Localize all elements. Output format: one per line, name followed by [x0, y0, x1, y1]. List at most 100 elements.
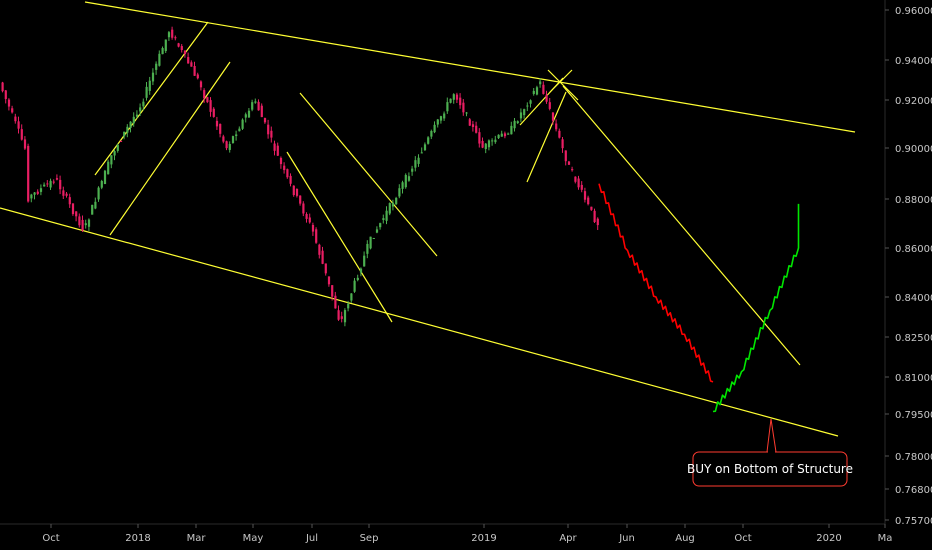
candle-body	[535, 87, 539, 95]
candle-body	[574, 176, 577, 182]
candle-body	[43, 184, 46, 187]
candle-body	[135, 114, 139, 117]
candle-body	[116, 144, 119, 151]
candle-body	[299, 195, 302, 204]
candle-body	[321, 250, 324, 264]
candle-body	[359, 268, 363, 273]
candle-body	[84, 223, 87, 226]
candle-body	[439, 116, 443, 121]
candle-body	[436, 119, 439, 125]
candle-body	[411, 168, 414, 172]
candle-body	[78, 216, 81, 226]
candle-body	[558, 130, 561, 138]
candle-body	[548, 102, 551, 109]
candle-body	[11, 108, 14, 113]
candle-body	[523, 109, 526, 116]
candle-body	[94, 201, 97, 209]
candle-body	[75, 211, 78, 217]
candle-body	[161, 48, 164, 55]
candle-body	[315, 229, 318, 243]
candle-body	[247, 110, 251, 118]
candle-body	[401, 182, 404, 189]
candle-body	[260, 105, 263, 118]
candle-body	[4, 90, 7, 100]
candle-body	[126, 126, 129, 133]
candle-body	[497, 134, 500, 139]
candle-body	[545, 94, 548, 102]
candle-body	[375, 229, 379, 233]
candle-body	[276, 145, 279, 156]
candle-body	[462, 102, 465, 113]
candle-body	[289, 175, 292, 184]
candle-body	[81, 219, 84, 231]
candle-body	[7, 99, 11, 107]
candle-body	[267, 124, 270, 135]
candle-body	[593, 210, 596, 223]
candle-body	[503, 133, 507, 137]
candle-body	[500, 133, 503, 137]
candle-body	[71, 203, 75, 215]
candle-body	[148, 80, 151, 91]
candle-body	[302, 203, 305, 214]
candle-body	[571, 169, 574, 171]
candle-body	[407, 176, 411, 181]
time-tick-label: Aug	[675, 533, 695, 544]
candle-body	[369, 236, 372, 249]
candle-body	[113, 151, 116, 156]
candle-body	[17, 121, 20, 129]
candle-body	[110, 155, 113, 165]
candle-body	[561, 139, 564, 149]
candle-body	[174, 37, 177, 39]
candle-body	[212, 108, 215, 117]
candle-body	[417, 157, 420, 164]
candle-body	[532, 90, 535, 94]
candle-body	[20, 129, 23, 140]
candle-body	[254, 101, 257, 103]
projection-down-line	[598, 183, 714, 383]
candle-body	[327, 276, 331, 285]
candle-body	[481, 140, 484, 148]
candle-body	[580, 184, 583, 190]
candle-body	[491, 140, 494, 142]
candle-body	[151, 72, 155, 82]
candle-body	[587, 197, 590, 205]
candle-body	[206, 97, 209, 103]
candle-body	[27, 145, 30, 202]
buy-callout: BUY on Bottom of Structure	[687, 418, 853, 487]
candle-body	[519, 112, 523, 119]
candle-body	[46, 183, 49, 185]
candle-body	[382, 218, 385, 221]
candle-body	[167, 32, 171, 38]
candle-body	[177, 43, 180, 47]
candle-body	[423, 144, 427, 151]
time-tick-label: Jul	[305, 533, 318, 544]
candle-body	[542, 84, 545, 94]
candle-body	[235, 134, 238, 137]
candle-body	[455, 94, 459, 100]
candle-body	[564, 150, 567, 162]
trendlines	[0, 1, 856, 437]
candle-body	[308, 217, 311, 223]
candle-body	[145, 86, 148, 98]
candle-body	[318, 244, 321, 255]
candle-body	[372, 238, 375, 240]
candle-body	[190, 62, 193, 67]
time-tick-label: May	[243, 533, 264, 544]
callout-text: BUY on Bottom of Structure	[687, 462, 853, 476]
candle-body	[52, 181, 55, 183]
candle-body	[279, 157, 283, 165]
candle-body	[183, 50, 187, 55]
candle-body	[142, 101, 145, 107]
candle-body	[62, 190, 65, 196]
candle-body	[484, 143, 487, 150]
channel-upper-trendline	[84, 1, 856, 133]
candle-body	[583, 191, 587, 200]
